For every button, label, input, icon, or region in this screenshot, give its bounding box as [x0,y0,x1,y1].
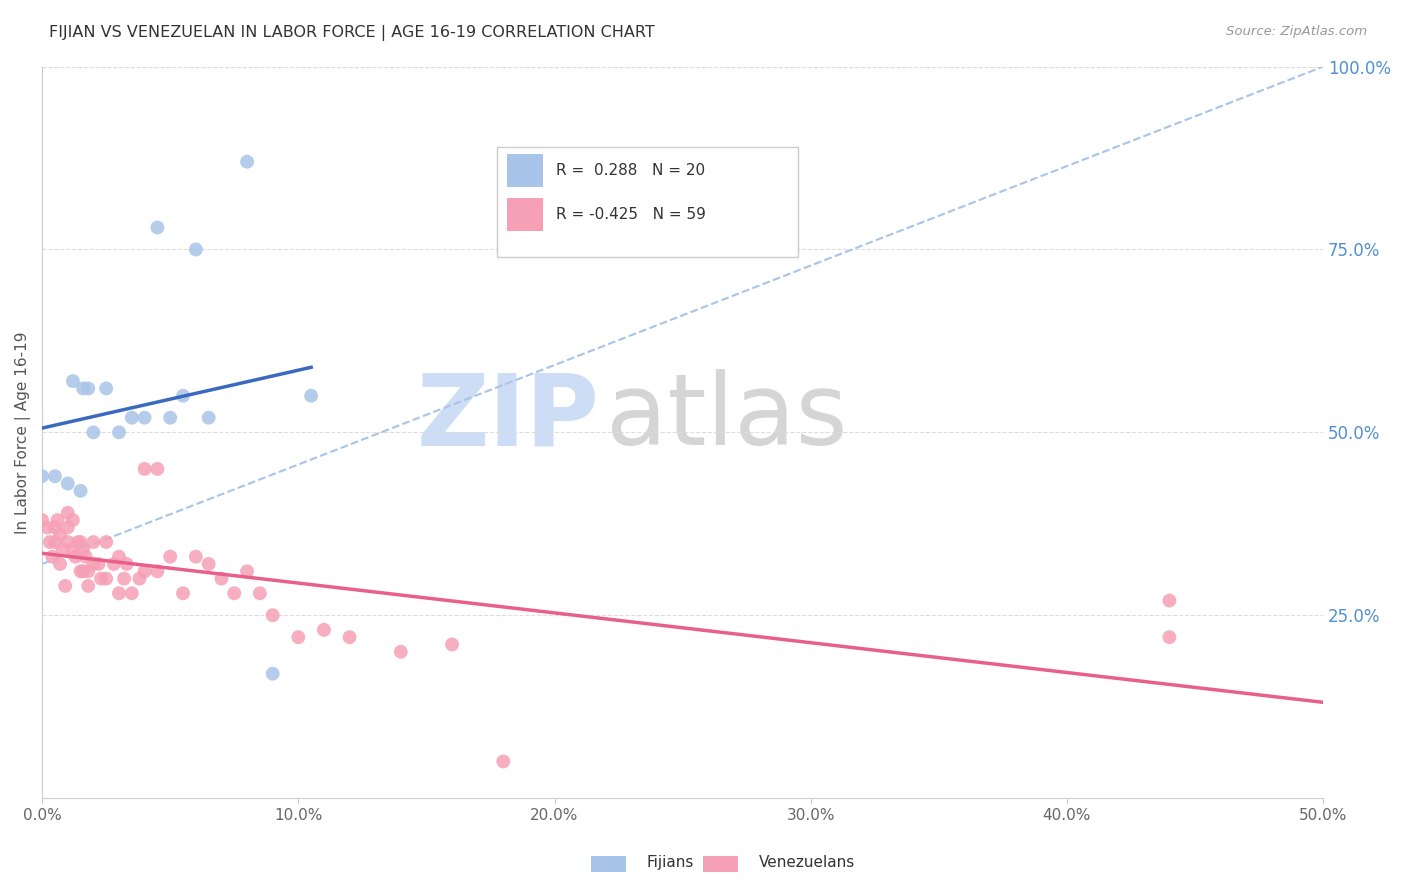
Point [72,564,94,578]
Point [44,535,66,549]
Point [72,542,94,557]
Text: Venezuelans: Venezuelans [759,855,855,870]
Point [56,520,79,534]
Point [159,410,181,425]
Point [49,527,72,541]
Point [108,425,131,440]
Point [197,557,219,571]
Bar [508,154,543,187]
Point [82,557,104,571]
Point [1159,630,1181,644]
Point [77,381,100,395]
Point [121,410,143,425]
Point [52,542,75,557]
FancyBboxPatch shape [496,147,799,257]
Text: ZIP: ZIP [416,369,599,467]
Point [115,557,138,571]
Point [146,564,169,578]
Point [146,462,169,476]
Text: Fijians: Fijians [647,855,695,870]
Point [236,154,259,169]
Point [172,389,194,403]
Point [69,483,91,498]
Point [41,549,63,564]
Text: Source: ZipAtlas.com: Source: ZipAtlas.com [1226,25,1367,38]
Point [389,645,412,659]
Point [96,535,118,549]
Point [108,586,131,600]
Point [38,535,60,549]
Point [103,557,125,571]
Text: atlas: atlas [606,369,848,467]
Point [262,608,284,623]
Point [44,469,66,483]
Point [53,579,76,593]
Point [72,381,94,395]
Text: FIJIAN VS VENEZUELAN IN LABOR FORCE | AGE 16-19 CORRELATION CHART: FIJIAN VS VENEZUELAN IN LABOR FORCE | AG… [49,25,655,41]
Point [66,535,89,549]
Bar [508,198,543,231]
Point [65,549,87,564]
Point [121,586,143,600]
Text: R = -0.425   N = 59: R = -0.425 N = 59 [555,207,706,222]
Y-axis label: In Labor Force | Age 16-19: In Labor Force | Age 16-19 [15,331,31,533]
Point [312,623,335,637]
Point [31,513,53,527]
Point [128,572,150,586]
Point [87,557,110,571]
Point [82,535,104,549]
Point [184,549,207,564]
Point [172,586,194,600]
Point [299,389,322,403]
Point [146,220,169,235]
Point [56,506,79,520]
Point [75,549,97,564]
Point [77,579,100,593]
Point [62,374,84,388]
Point [339,630,361,644]
Point [211,572,233,586]
Point [31,469,53,483]
Point [44,520,66,534]
Point [134,564,156,578]
Point [90,572,112,586]
Text: R =  0.288   N = 20: R = 0.288 N = 20 [555,163,704,178]
Point [287,630,309,644]
Point [56,476,79,491]
Point [108,549,131,564]
Point [46,513,69,527]
Point [224,586,246,600]
Point [37,520,59,534]
Point [441,637,464,651]
Point [197,410,219,425]
Point [49,557,72,571]
Point [236,564,259,578]
Point [184,243,207,257]
Point [134,410,156,425]
Point [77,564,100,578]
Point [492,755,515,769]
Point [69,564,91,578]
Point [1159,593,1181,607]
Point [96,381,118,395]
Point [56,535,79,549]
Point [62,513,84,527]
Point [134,462,156,476]
Point [112,572,135,586]
Point [96,572,118,586]
Point [262,666,284,681]
Point [62,542,84,557]
Point [249,586,271,600]
Point [82,425,104,440]
Point [159,549,181,564]
Point [69,535,91,549]
